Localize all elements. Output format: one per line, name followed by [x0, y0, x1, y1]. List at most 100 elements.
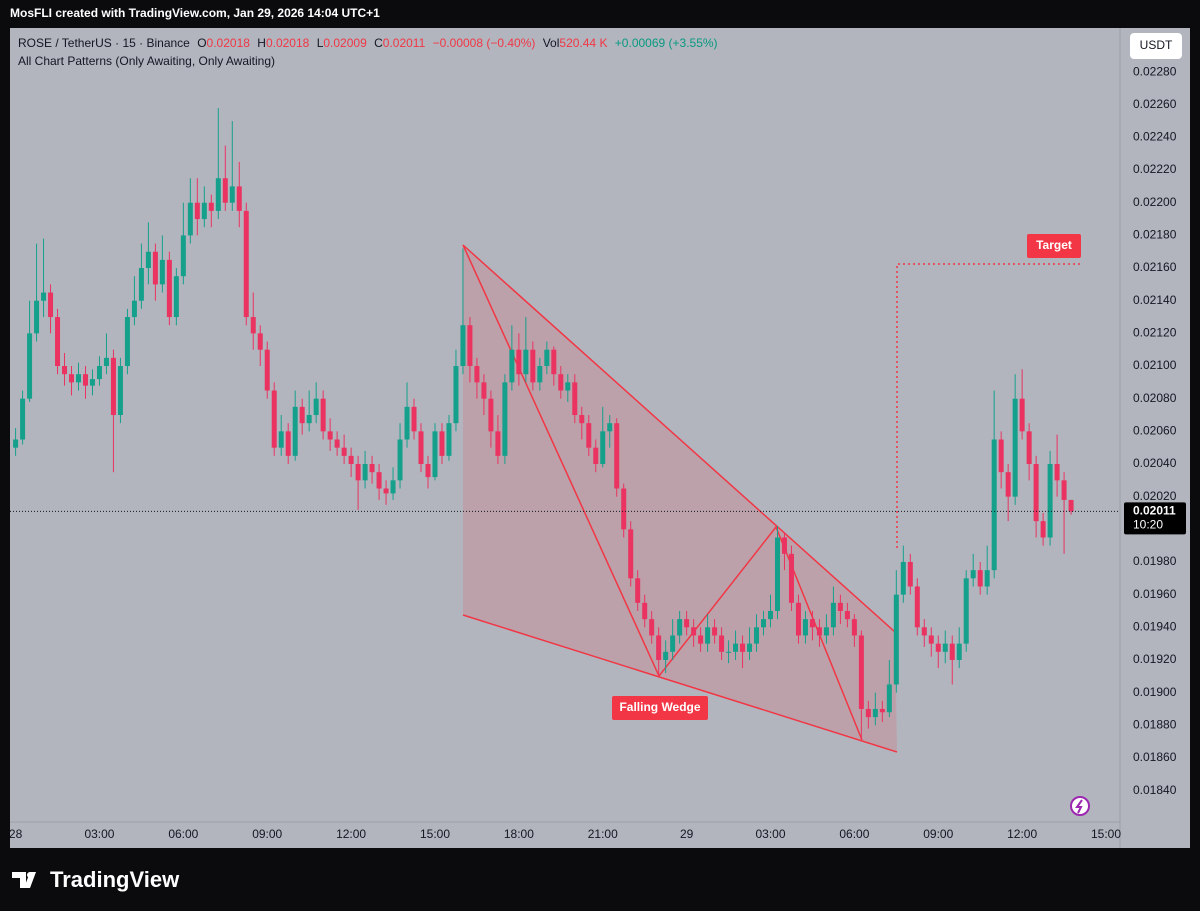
x-tick-label: 15:00 — [1091, 827, 1121, 841]
y-tick-label: 0.01840 — [1133, 783, 1177, 797]
candle-body — [733, 643, 739, 652]
candle-body — [754, 627, 760, 644]
y-tick-label: 0.01880 — [1133, 717, 1177, 731]
candle-body — [131, 300, 137, 318]
candle-body — [215, 178, 221, 211]
candle-body — [110, 357, 116, 416]
candle-body — [376, 472, 382, 489]
candle-body — [341, 447, 347, 456]
candle-body — [299, 406, 305, 424]
candle-body — [649, 619, 655, 636]
candle-body — [76, 374, 82, 383]
candle-body — [935, 643, 941, 652]
legend-symbol: ROSE / TetherUS · 15 · Binance — [18, 36, 190, 50]
y-tick-label: 0.02120 — [1133, 326, 1177, 340]
candle-body — [1040, 521, 1046, 538]
x-tick-label: 12:00 — [1007, 827, 1037, 841]
chart-panel — [10, 28, 1190, 848]
x-tick-label: 28 — [9, 827, 23, 841]
candle-body — [229, 186, 235, 203]
legend-high-label: H — [257, 36, 266, 50]
candle-body — [844, 610, 850, 620]
wedge-drawing: Falling Wedge Target — [462, 234, 1083, 753]
candle-body — [614, 423, 620, 489]
candle-body — [802, 619, 808, 636]
candle-body — [907, 561, 913, 587]
icon-bolt — [1075, 799, 1083, 814]
candle-body — [893, 594, 899, 685]
candle-body — [495, 431, 501, 456]
candle-body — [355, 464, 361, 481]
candle-body — [453, 366, 459, 424]
candle-body — [684, 619, 690, 628]
x-tick-label: 09:00 — [923, 827, 953, 841]
candle-body — [523, 349, 529, 375]
candle-body — [13, 439, 19, 448]
last-price-box — [1124, 502, 1186, 535]
candle-body — [719, 635, 725, 652]
candle-body — [306, 415, 312, 424]
candle-body — [432, 431, 438, 478]
legend-volume-label: Vol — [543, 36, 560, 50]
candle-body — [334, 439, 340, 448]
y-tick-label: 0.02280 — [1133, 64, 1177, 78]
candle-body — [593, 447, 599, 465]
y-tick-label: 0.02260 — [1133, 97, 1177, 111]
candle-body — [509, 349, 515, 383]
candle-body — [977, 570, 983, 587]
candle-body — [474, 366, 480, 383]
candle-body — [34, 300, 40, 334]
candle-body — [187, 202, 193, 236]
target-label: Target — [1036, 238, 1072, 252]
x-tick-label: 09:00 — [252, 827, 282, 841]
y-tick-label: 0.01900 — [1133, 685, 1177, 699]
candle-body — [991, 439, 997, 571]
legend-change: −0.00008 (−0.40%) — [433, 36, 536, 50]
candle-body — [537, 366, 543, 383]
candle-body — [851, 619, 857, 636]
candle-body — [320, 398, 326, 432]
candle-body — [1033, 464, 1039, 522]
candle-body — [243, 210, 249, 318]
candle-body — [327, 431, 333, 440]
footer-logo-dot — [27, 872, 33, 878]
candle-body — [96, 366, 102, 380]
candle-body — [439, 431, 445, 456]
candle-body — [865, 708, 871, 718]
y-tick-label: 0.02160 — [1133, 260, 1177, 274]
y-tick-label: 0.01920 — [1133, 652, 1177, 666]
legend-volume: 520.44 K — [559, 36, 607, 50]
candle-body — [747, 643, 753, 652]
candle-body — [635, 578, 641, 603]
candle-body — [159, 259, 165, 285]
candle-body — [1005, 472, 1011, 497]
candle-body — [781, 537, 787, 554]
candle-body — [55, 317, 61, 367]
candle-body — [138, 268, 144, 301]
candle-body — [180, 235, 186, 277]
candle-body — [82, 374, 88, 386]
candle-body — [698, 635, 704, 644]
candle-body — [984, 570, 990, 587]
y-tick-label: 0.02140 — [1133, 293, 1177, 307]
currency-button[interactable] — [1130, 33, 1182, 59]
candle-body — [41, 292, 47, 301]
currency-label[interactable]: USDT — [1140, 38, 1173, 52]
y-tick-label: 0.01860 — [1133, 750, 1177, 764]
pattern-label-box — [612, 696, 708, 720]
candle-body — [586, 423, 592, 448]
candle-body — [705, 627, 711, 644]
candle-body — [481, 382, 487, 399]
last-price-label: 0.02011 — [1133, 504, 1176, 518]
x-tick-label: 12:00 — [336, 827, 366, 841]
candle-body — [62, 366, 68, 375]
candle-body — [69, 374, 75, 383]
candle-body — [837, 602, 843, 611]
candle-body — [20, 398, 26, 440]
legend-open-value: 0.02018 — [207, 36, 251, 50]
candle-body — [348, 455, 354, 465]
y-tick-label: 0.01940 — [1133, 619, 1177, 633]
candle-body — [257, 333, 263, 350]
candle-body — [27, 333, 33, 399]
